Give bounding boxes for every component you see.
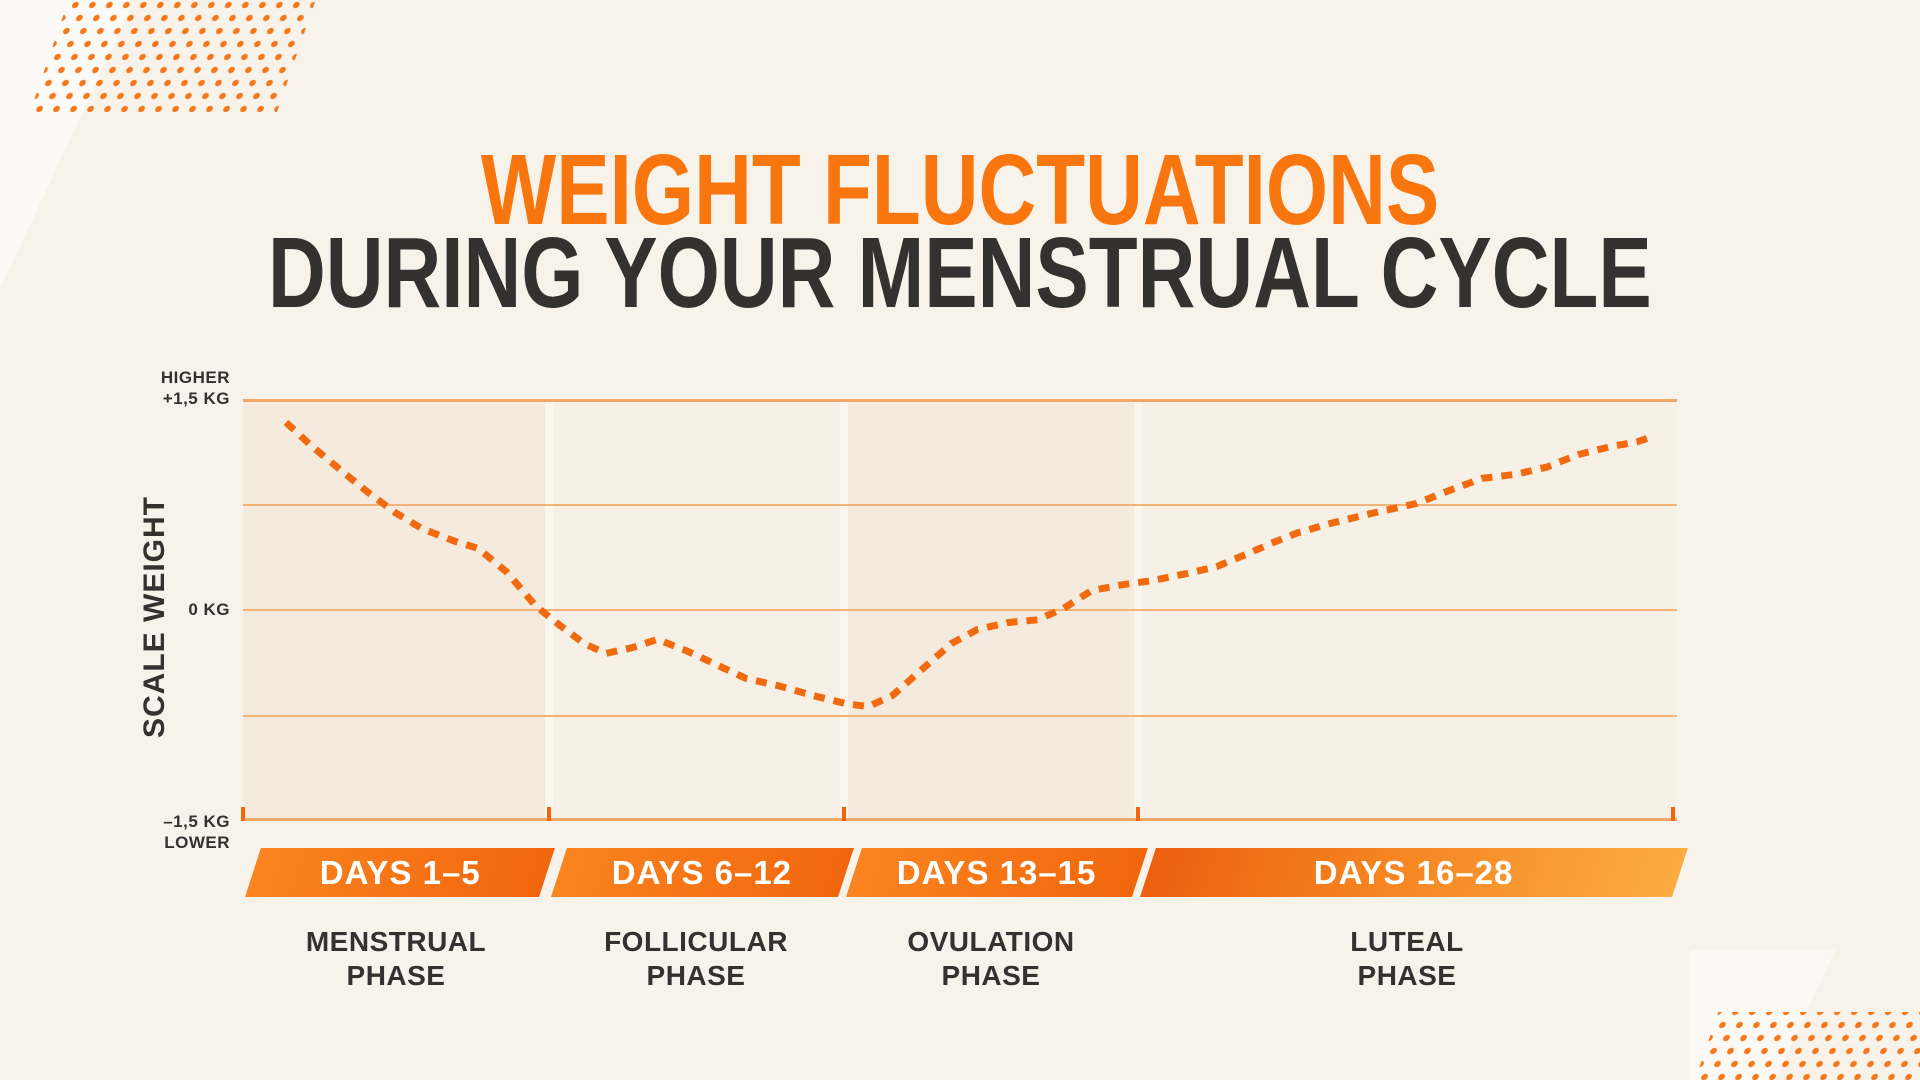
phase-name-line: PHASE bbox=[346, 960, 446, 991]
y-axis-label-higher: HIGHER +1,5 KG bbox=[60, 367, 230, 409]
phase-band-follicular: DAYS 6–12 bbox=[551, 848, 854, 897]
phase-band-days-label: DAYS 16–28 bbox=[1314, 853, 1514, 891]
y-axis-plus-value: +1,5 KG bbox=[162, 389, 230, 408]
plot-area bbox=[241, 399, 1677, 821]
phase-name-luteal: LUTEAL PHASE bbox=[1227, 925, 1587, 993]
dot-pattern-bottom-right bbox=[1695, 1012, 1920, 1080]
dot-pattern-top-left bbox=[30, 0, 319, 112]
phase-name-follicular: FOLLICULAR PHASE bbox=[516, 925, 876, 993]
phase-name-line: MENSTRUAL bbox=[305, 926, 487, 957]
x-axis-line bbox=[243, 818, 1677, 821]
phase-name-line: OVULATION bbox=[907, 926, 1075, 957]
weight-curve-path bbox=[283, 419, 1654, 711]
phase-name-line: FOLLICULAR bbox=[604, 926, 788, 957]
gridline-zero-kg bbox=[243, 609, 1677, 611]
phase-band-days-label: DAYS 1–5 bbox=[319, 853, 481, 891]
axis-tick bbox=[1136, 807, 1140, 821]
y-axis-minus-value: –1,5 KG bbox=[163, 812, 230, 831]
phase-name-ovulation: OVULATION PHASE bbox=[811, 925, 1171, 993]
axis-tick bbox=[241, 807, 245, 821]
phase-name-line: PHASE bbox=[646, 960, 746, 991]
axis-tick bbox=[1671, 807, 1675, 821]
phase-name-line: PHASE bbox=[1357, 960, 1457, 991]
phase-name-menstrual: MENSTRUAL PHASE bbox=[216, 925, 576, 993]
phase-band-luteal: DAYS 16–28 bbox=[1140, 848, 1688, 897]
page-title-line-2: DURING YOUR MENSTRUAL CYCLE bbox=[268, 217, 1652, 329]
phase-band-days-label: DAYS 13–15 bbox=[897, 853, 1097, 891]
gridline-plus-0-75kg bbox=[243, 504, 1677, 506]
y-axis-higher-text: HIGHER bbox=[160, 368, 230, 387]
phase-band-menstrual: DAYS 1–5 bbox=[245, 848, 555, 897]
phase-band-ovulation: DAYS 13–15 bbox=[846, 848, 1148, 897]
gridline-plus-1-5kg bbox=[243, 399, 1677, 402]
phase-band-days-label: DAYS 6–12 bbox=[612, 853, 793, 891]
y-axis-lower-text: LOWER bbox=[164, 833, 230, 852]
gridline-minus-0-75kg bbox=[243, 715, 1677, 717]
y-axis-label-zero: 0 KG bbox=[188, 600, 230, 619]
phase-name-line: PHASE bbox=[941, 960, 1041, 991]
y-axis-label-lower: –1,5 KG LOWER bbox=[60, 811, 230, 853]
axis-tick bbox=[547, 807, 551, 821]
y-axis-title: SCALE WEIGHT bbox=[138, 496, 171, 738]
axis-tick bbox=[842, 807, 846, 821]
page-title-line-1: WEIGHT FLUCTUATIONS bbox=[480, 134, 1440, 246]
weight-curve bbox=[283, 419, 1654, 711]
phase-name-line: LUTEAL bbox=[1350, 926, 1464, 957]
